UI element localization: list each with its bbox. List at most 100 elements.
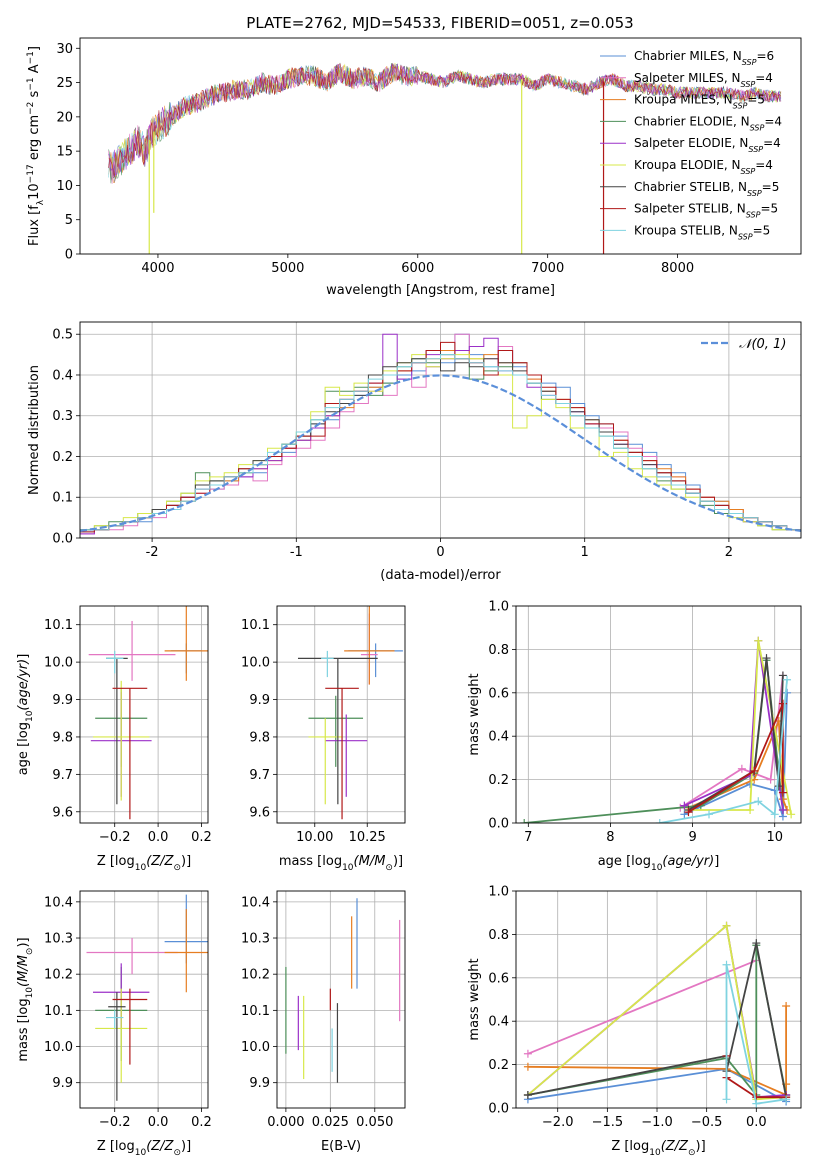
weight-marker bbox=[752, 1099, 761, 1108]
axes-frame bbox=[515, 605, 802, 824]
errorbar-point bbox=[344, 606, 395, 685]
y-tick-label: 15 bbox=[56, 145, 73, 160]
y-tick-label: 9.6 bbox=[52, 805, 73, 820]
legend-label: Chabrier MILES, NSSP=6 bbox=[634, 49, 774, 67]
x-tick-label: 0.2 bbox=[191, 830, 212, 845]
weight-marker bbox=[523, 1049, 532, 1058]
axes-frame bbox=[79, 890, 209, 1109]
y-tick-label: 10.0 bbox=[241, 656, 270, 671]
age-vs-Z-x-label: Z [log10(Z/Z⊙)] bbox=[97, 854, 191, 873]
y-tick-label: 9.9 bbox=[249, 693, 270, 708]
y-tick-label: 10.0 bbox=[44, 1040, 73, 1055]
x-tick-label: 1 bbox=[581, 545, 589, 560]
weight-marker bbox=[783, 688, 792, 697]
weight-marker bbox=[746, 805, 755, 814]
axes-frame bbox=[276, 605, 406, 824]
weight-marker bbox=[722, 960, 731, 969]
y-tick-label: 10.1 bbox=[44, 1004, 73, 1019]
legend-label: Chabrier STELIB, NSSP=5 bbox=[634, 180, 779, 198]
legend-label: Kroupa ELODIE, NSSP=4 bbox=[634, 158, 773, 176]
y-tick-label: 10.0 bbox=[44, 656, 73, 671]
weight-marker bbox=[754, 636, 763, 645]
x-tick-label: 7 bbox=[524, 830, 532, 845]
y-tick-label: 10.1 bbox=[241, 1004, 270, 1019]
x-tick-label: 0.025 bbox=[312, 1115, 349, 1130]
mass-vs-Z-x-label: Z [log10(Z/Z⊙)] bbox=[97, 1139, 191, 1158]
weight-marker bbox=[680, 801, 689, 810]
x-tick-label: 10.25 bbox=[349, 830, 386, 845]
normal-legend-label: 𝒩(0, 1) bbox=[739, 337, 786, 352]
x-tick-label: 0.0 bbox=[148, 1115, 169, 1130]
y-tick-label: 9.9 bbox=[249, 1076, 270, 1091]
histogram-step-line bbox=[80, 354, 801, 538]
x-tick-label: 8 bbox=[606, 830, 614, 845]
histogram-step-line bbox=[80, 354, 801, 538]
x-tick-label: -1 bbox=[290, 545, 303, 560]
y-tick-label: 0.8 bbox=[488, 643, 509, 658]
weight-marker bbox=[782, 1095, 791, 1104]
y-tick-label: 0.4 bbox=[488, 730, 509, 745]
residuals-x-label: (data-model)/error bbox=[380, 568, 501, 583]
errorbar-point bbox=[86, 938, 178, 975]
y-tick-label: 9.7 bbox=[52, 768, 73, 783]
y-tick-label: 1.0 bbox=[488, 600, 509, 615]
x-tick-label: 0 bbox=[436, 545, 444, 560]
mass-vs-EBV-points bbox=[285, 898, 401, 1083]
errorbar-point bbox=[112, 687, 148, 820]
x-tick-label: 0.0 bbox=[148, 830, 169, 845]
errorbar-point bbox=[95, 988, 148, 1083]
weight-marker bbox=[778, 671, 787, 680]
x-tick-label: 0.2 bbox=[191, 1115, 212, 1130]
histogram-series bbox=[80, 333, 801, 538]
spectrum-line bbox=[108, 63, 782, 178]
weight-marker bbox=[770, 810, 779, 819]
weight-marker bbox=[523, 1062, 532, 1071]
y-tick-label: 0.1 bbox=[52, 491, 73, 506]
errorbar-point bbox=[106, 1010, 124, 1029]
legend-label: Salpeter MILES, NSSP=4 bbox=[634, 71, 773, 89]
weight-marker bbox=[680, 810, 689, 819]
x-tick-label: 10.00 bbox=[296, 830, 333, 845]
weight-marker bbox=[705, 810, 714, 819]
weight-line bbox=[524, 660, 784, 823]
weight-vs-age-y-label: mass weight bbox=[467, 673, 482, 755]
weight-line bbox=[527, 923, 787, 1101]
errorbar-point bbox=[325, 687, 359, 820]
y-tick-label: 0.4 bbox=[488, 1015, 509, 1030]
axes-frame bbox=[79, 605, 209, 824]
y-tick-label: 10 bbox=[56, 179, 73, 194]
x-tick-label: 7000 bbox=[531, 261, 564, 276]
y-tick-label: 0.3 bbox=[52, 409, 73, 424]
x-tick-label: −0.2 bbox=[99, 1115, 131, 1130]
y-tick-label: 9.9 bbox=[52, 693, 73, 708]
age-vs-mass-points bbox=[297, 606, 403, 820]
weight-marker bbox=[520, 819, 529, 823]
x-tick-label: 0.050 bbox=[356, 1115, 393, 1130]
errorbar-point bbox=[93, 680, 150, 801]
y-tick-label: 10.3 bbox=[44, 932, 73, 947]
y-tick-label: 10.4 bbox=[44, 895, 73, 910]
weight-marker bbox=[762, 654, 771, 663]
y-tick-label: 9.6 bbox=[249, 805, 270, 820]
weight-line bbox=[725, 964, 787, 1105]
weight-marker bbox=[684, 808, 693, 817]
weight-marker bbox=[754, 797, 763, 806]
legend-label: Chabrier ELODIE, NSSP=4 bbox=[634, 114, 782, 131]
weight-marker bbox=[782, 1002, 791, 1011]
y-tick-label: 10.4 bbox=[241, 895, 270, 910]
y-tick-label: 0.6 bbox=[488, 686, 509, 701]
errorbar-point bbox=[88, 620, 176, 681]
x-tick-label: −0.5 bbox=[691, 1115, 723, 1130]
axes-frame bbox=[515, 890, 802, 1109]
weight-marker bbox=[752, 939, 761, 948]
weight-marker bbox=[737, 764, 746, 773]
axes-frame bbox=[276, 890, 406, 1109]
errorbar-point bbox=[164, 909, 208, 993]
y-tick-label: 10.1 bbox=[241, 618, 270, 633]
errorbar-point bbox=[112, 988, 148, 1065]
weight-line bbox=[688, 640, 792, 815]
mass-vs-EBV-x-label: E(B-V) bbox=[321, 1139, 361, 1154]
errorbar-point bbox=[106, 650, 124, 674]
weight-marker bbox=[750, 766, 759, 775]
y-tick-label: 10.0 bbox=[241, 1040, 270, 1055]
